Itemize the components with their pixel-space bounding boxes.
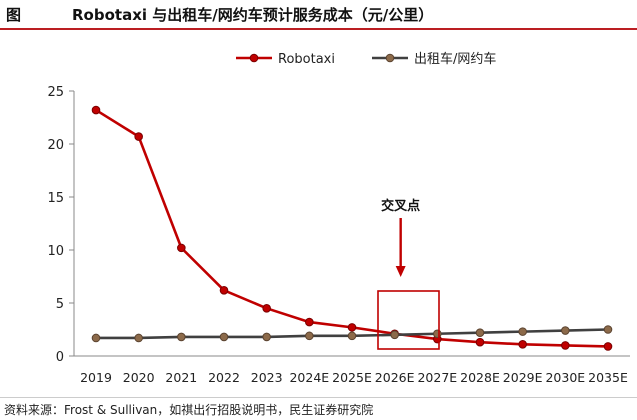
legend-marker bbox=[385, 53, 395, 63]
legend-item: Robotaxi bbox=[236, 52, 335, 67]
y-tick-label: 25 bbox=[47, 85, 64, 100]
legend-label: Robotaxi bbox=[278, 52, 335, 67]
x-tick-label: 2035E bbox=[588, 370, 628, 385]
figure-header: 图 Robotaxi 与出租车/网约车预计服务成本（元/公里） bbox=[0, 0, 637, 30]
x-tick-label: 2020 bbox=[123, 370, 155, 385]
x-tick-label: 2030E bbox=[545, 370, 585, 385]
y-axis: 0 5 10 15 20 25 bbox=[47, 85, 75, 365]
data-point bbox=[262, 332, 271, 342]
data-point bbox=[561, 341, 570, 350]
crossover-annotation: 交叉点 bbox=[377, 198, 440, 350]
data-point bbox=[177, 332, 186, 342]
data-point bbox=[433, 329, 442, 339]
header-rule bbox=[0, 28, 637, 30]
data-point bbox=[475, 337, 485, 347]
data-point bbox=[91, 105, 101, 115]
data-point bbox=[518, 340, 527, 349]
legend-marker bbox=[249, 53, 259, 63]
y-tick-label: 0 bbox=[56, 350, 64, 365]
data-point bbox=[177, 243, 186, 253]
data-point bbox=[561, 326, 570, 335]
data-point bbox=[390, 330, 399, 340]
x-tick-label: 2027E bbox=[417, 370, 457, 385]
crossover-box bbox=[377, 290, 440, 350]
data-point bbox=[603, 342, 613, 351]
data-point bbox=[347, 331, 357, 341]
legend: Robotaxi 出租车/网约车 bbox=[236, 51, 496, 67]
annotation-label: 交叉点 bbox=[381, 198, 420, 214]
x-tick-label: 2023 bbox=[251, 370, 283, 385]
series-line bbox=[95, 108, 609, 348]
x-tick-label: 2024E bbox=[289, 370, 329, 385]
data-point bbox=[262, 304, 271, 313]
x-tick-label: 2029E bbox=[503, 370, 543, 385]
data-point bbox=[475, 328, 485, 337]
series-2 bbox=[91, 325, 613, 343]
data-point bbox=[219, 285, 229, 295]
y-tick-label: 10 bbox=[47, 244, 64, 259]
figure-label: 图 bbox=[6, 6, 22, 24]
y-tick-label: 20 bbox=[47, 138, 64, 153]
x-tick-label: 2021 bbox=[165, 370, 197, 385]
y-tick-label: 15 bbox=[47, 191, 64, 206]
data-point bbox=[305, 331, 314, 341]
legend-item: 出租车/网约车 bbox=[372, 51, 496, 67]
data-point bbox=[347, 323, 357, 332]
x-tick-label: 2028E bbox=[460, 370, 500, 385]
y-tick-label: 5 bbox=[56, 297, 64, 312]
data-point bbox=[518, 327, 527, 336]
x-axis: 2019 2020 2021 2022 2023 2024E 2025E 2026E 2027E… bbox=[74, 355, 630, 385]
chart-title: Robotaxi 与出租车/网约车预计服务成本（元/公里） bbox=[72, 6, 434, 24]
data-point bbox=[134, 333, 143, 343]
data-point bbox=[219, 332, 229, 342]
data-point bbox=[134, 132, 143, 141]
x-tick-label: 2025E bbox=[332, 370, 372, 385]
series-layer bbox=[91, 105, 613, 351]
footer-rule bbox=[0, 397, 637, 398]
data-point bbox=[603, 325, 613, 334]
legend-label: 出租车/网约车 bbox=[414, 51, 496, 67]
data-point bbox=[91, 333, 101, 343]
data-point bbox=[305, 317, 314, 327]
series-1 bbox=[91, 105, 613, 351]
x-tick-label: 2019 bbox=[80, 370, 112, 385]
annotation-arrow-head bbox=[395, 266, 406, 277]
x-tick-label: 2026E bbox=[375, 370, 415, 385]
source-note: 资料来源：Frost & Sullivan，如祺出行招股说明书，民生证券研究院 bbox=[4, 403, 374, 417]
x-tick-label: 2022 bbox=[208, 370, 240, 385]
